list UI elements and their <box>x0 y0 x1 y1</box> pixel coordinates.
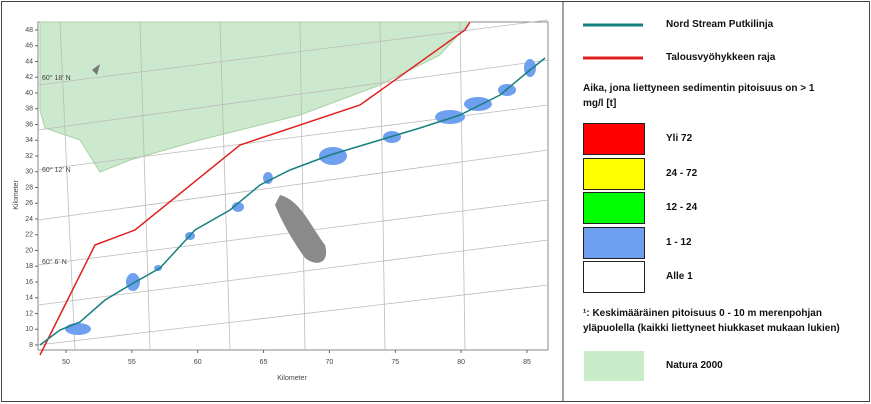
legend-label: Alle 1 <box>666 271 693 282</box>
x-tick-label: 75 <box>391 359 399 366</box>
y-tick-label: 32 <box>25 153 33 160</box>
y-tick-label: 22 <box>25 232 33 239</box>
y-tick-label: 42 <box>25 74 33 81</box>
legend-swatch <box>583 192 645 224</box>
legend: Nord Stream Putkilinja Talousvyöhykkeen … <box>566 3 866 399</box>
y-tick-label: 40 <box>25 90 33 97</box>
y-axis-label: Kilometer <box>13 180 20 210</box>
x-tick-label: 80 <box>457 359 465 366</box>
legend-label: Yli 72 <box>666 133 693 144</box>
island <box>92 64 100 75</box>
x-tick-label: 65 <box>260 359 268 366</box>
legend-swatch <box>583 157 645 190</box>
y-tick-label: 44 <box>25 58 33 65</box>
legend-lines <box>583 23 643 60</box>
legend-label: 24 - 72 <box>666 167 698 179</box>
x-tick-label: 60 <box>194 359 202 366</box>
legend-swatch <box>583 350 645 382</box>
lat-label: 60° 6' N <box>42 258 67 266</box>
legend-label: 12 - 24 <box>666 202 698 213</box>
y-tick-label: 24 <box>25 216 33 223</box>
x-tick-label: 50 <box>62 359 70 366</box>
y-tick-label: 28 <box>25 184 33 191</box>
legend-swatch <box>583 261 645 293</box>
y-tick-label: 16 <box>25 279 33 286</box>
natura-area <box>39 21 472 173</box>
y-tick-label: 30 <box>25 169 33 176</box>
legend-label: Natura 2000 <box>666 360 723 371</box>
legend-footnote: ¹: Keskimääräinen pitoisuus 0 - 10 m mer… <box>583 308 840 334</box>
legend-heading: Aika, jona liettyneen sedimentin pitoisu… <box>583 83 815 109</box>
y-tick-label: 14 <box>25 295 33 302</box>
dump-site <box>275 195 327 263</box>
y-tick-label: 34 <box>25 137 33 144</box>
y-tick-label: 18 <box>25 263 33 270</box>
legend-swatch <box>583 226 645 259</box>
plot <box>37 19 549 356</box>
pipeline <box>39 57 546 346</box>
x-axis-label: Kilometer <box>277 375 307 382</box>
y-tick-label: 26 <box>25 200 33 207</box>
x-tick-label: 85 <box>523 359 531 366</box>
legend-label: Nord Stream Putkilinja <box>666 19 774 30</box>
lat-label: 60° 12' N <box>42 166 71 174</box>
legend-label: 1 - 12 <box>666 236 692 248</box>
x-tick-label: 55 <box>128 359 136 366</box>
x-tick-label: 70 <box>326 359 334 366</box>
y-tick-label: 46 <box>25 43 33 50</box>
y-tick-label: 10 <box>25 326 33 333</box>
y-tick-label: 38 <box>25 106 33 113</box>
y-tick-label: 36 <box>25 121 33 128</box>
legend-label: Talousvyöhykkeen raja <box>666 52 776 63</box>
y-tick-label: 12 <box>25 310 33 317</box>
y-tick-label: 48 <box>25 27 33 34</box>
y-tick-label: 20 <box>25 247 33 254</box>
legend-swatch <box>583 123 645 155</box>
eez-boundary <box>39 21 471 356</box>
y-tick-label: 8 <box>29 342 33 349</box>
lat-label: 60° 18' N <box>42 74 71 82</box>
